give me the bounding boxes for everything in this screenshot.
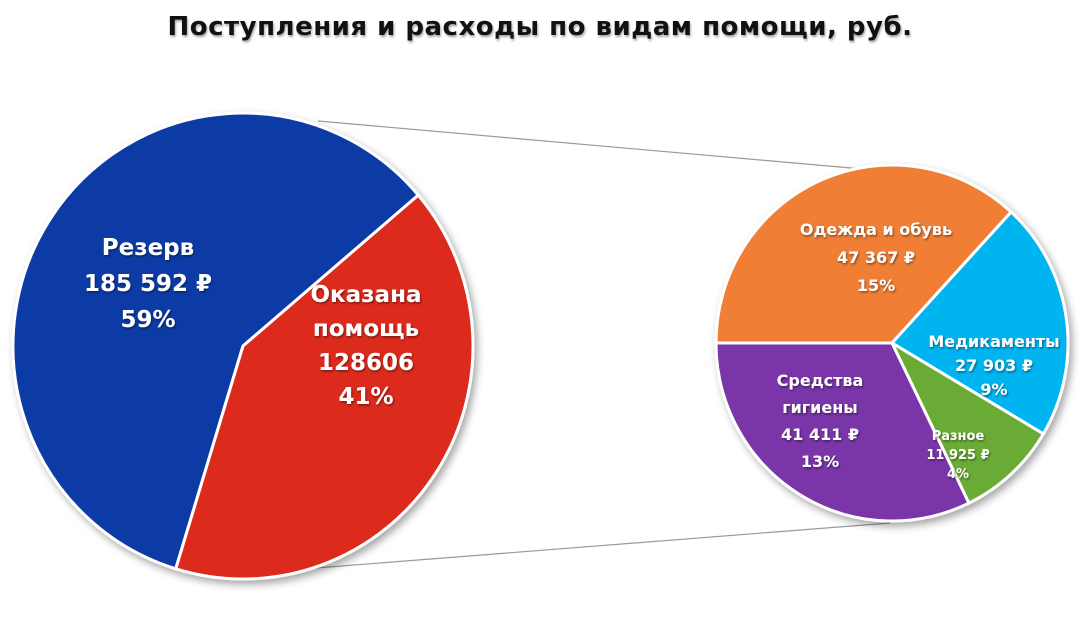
main-slice-label-line: Резерв (102, 235, 194, 261)
detail-slice-label-line: 13% (801, 452, 839, 471)
detail-slice-3 (714, 341, 971, 523)
main-slice-label-line: Оказана (311, 282, 422, 308)
main-slice-label-line: 128606 (318, 350, 414, 376)
connector-line-top (317, 120, 886, 172)
chart-title: Поступления и расходы по видам помощи, р… (167, 12, 913, 42)
detail-slice-label-line: 27 903 ₽ (955, 356, 1033, 375)
detail-slice-label-0: Одежда и обувь 47 367 ₽ 15% (800, 220, 952, 295)
detail-slice-label-line: Средства (777, 371, 864, 390)
main-slice-label-line: 59% (120, 307, 175, 333)
detail-slice-label-line: 11 925 ₽ (926, 448, 989, 463)
detail-slice-label-line: Одежда и обувь (800, 220, 952, 239)
main-slice-label-0: Резерв 185 592 ₽ 59% (84, 235, 212, 333)
main-slice-label-1: Оказана помощь 128606 41% (311, 282, 422, 410)
detail-pie-labels: Одежда и обувь 47 367 ₽ 15% Медикаменты 27 9… (777, 220, 1060, 482)
detail-slice-label-line: 15% (857, 276, 895, 295)
detail-slice-label-line: 41 411 ₽ (781, 425, 859, 444)
main-slice-label-line: помощь (313, 316, 419, 342)
detail-slice-label-line: 4% (947, 467, 969, 482)
detail-slice-0 (714, 163, 1013, 345)
detail-slice-label-3: Средства гигиены 41 411 ₽ 13% (777, 371, 864, 471)
detail-slice-label-1: Медикаменты 27 903 ₽ 9% (928, 332, 1059, 399)
main-slice-label-line: 185 592 ₽ (84, 271, 212, 297)
detail-slice-label-line: гигиены (782, 398, 858, 417)
connector-line-bottom (315, 522, 891, 569)
main-slice-label-line: 41% (338, 384, 393, 410)
detail-slice-label-line: 47 367 ₽ (837, 248, 915, 267)
main-slice-1 (174, 193, 475, 581)
detail-slice-label-line: 9% (980, 380, 1007, 399)
main-slice-0 (11, 111, 420, 571)
main-pie (11, 111, 475, 581)
main-pie-labels: Резерв 185 592 ₽ 59% Оказана помощь 128606 41% (84, 235, 422, 410)
detail-slice-2 (890, 341, 1045, 505)
detail-slice-label-2: Разное 11 925 ₽ 4% (926, 429, 989, 482)
detail-slice-1 (890, 210, 1070, 436)
detail-slice-label-line: Разное (932, 429, 985, 444)
detail-pie (714, 163, 1070, 523)
detail-slice-label-line: Медикаменты (928, 332, 1059, 351)
